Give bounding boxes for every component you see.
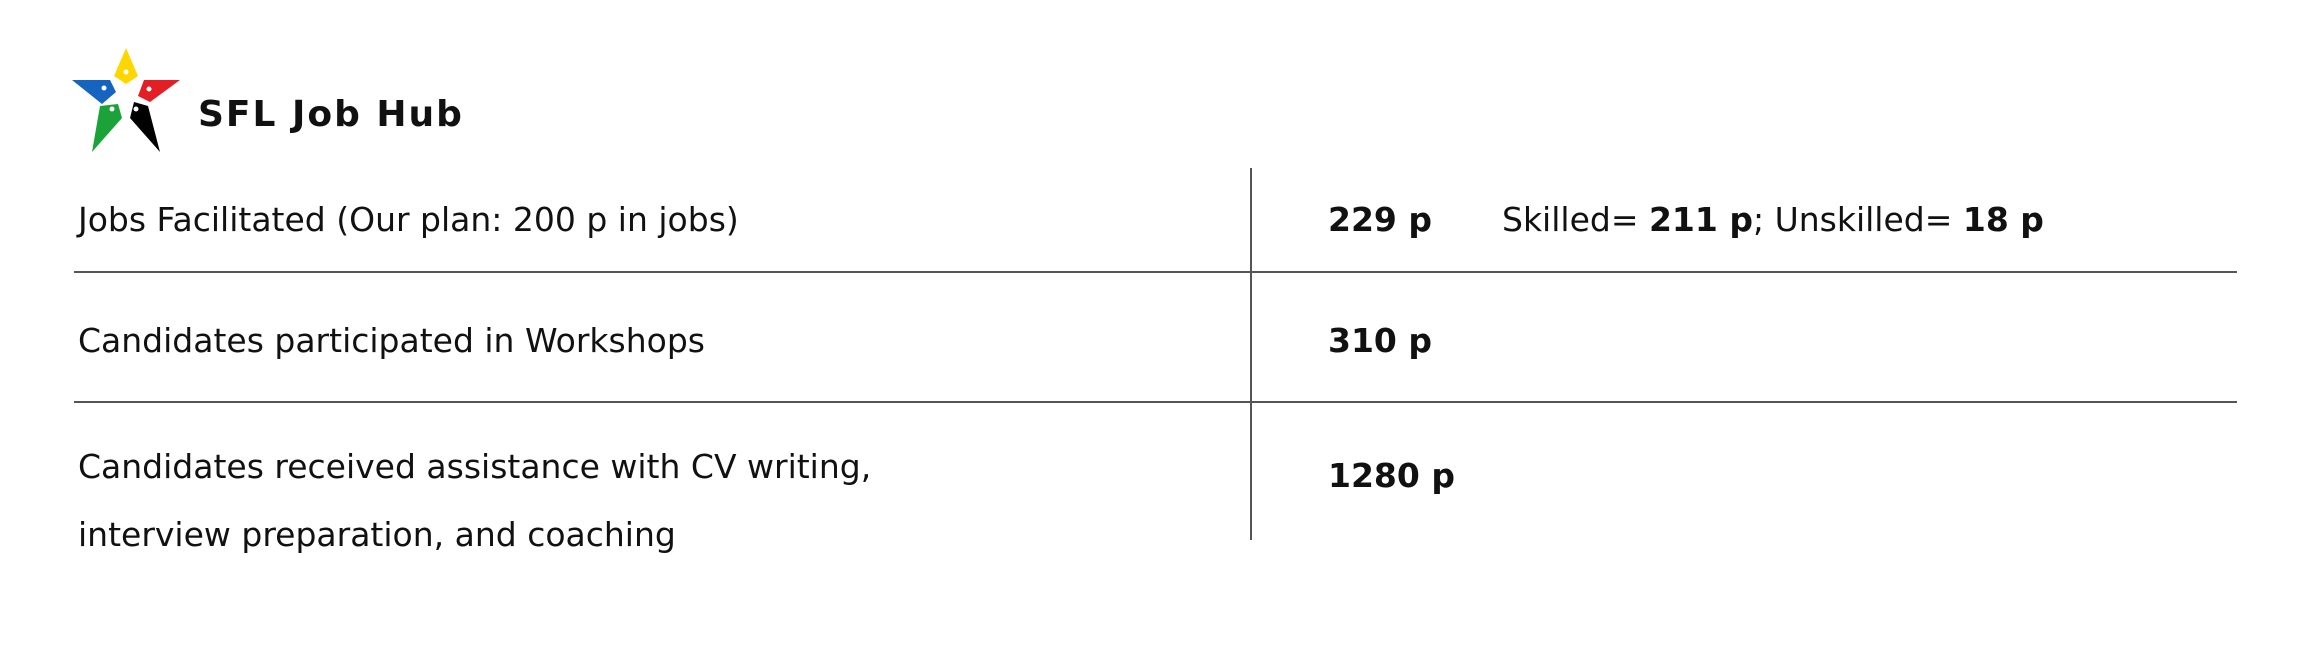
skilled-value: 211 p [1648, 200, 1753, 239]
star-logo-icon [72, 48, 180, 152]
column-divider [1250, 168, 1252, 540]
logo [72, 46, 184, 154]
row-value: 310 p [1328, 321, 1432, 360]
row-divider [74, 401, 2237, 403]
row-label: Candidates received assistance with CV w… [78, 447, 872, 486]
row-detail: Skilled= 211 p; Unskilled= 18 p [1502, 203, 2044, 236]
separator: ; [1752, 200, 1765, 239]
row-label: Candidates participated in Workshops [78, 321, 705, 360]
row-value: 229 p [1328, 200, 1432, 239]
row-label: interview preparation, and coaching [78, 515, 676, 554]
brand-name: SFL Job Hub [198, 94, 464, 135]
row-divider [74, 271, 2237, 273]
skilled-label: Skilled= [1502, 200, 1639, 239]
unskilled-label: Unskilled= [1774, 200, 1953, 239]
row-value: 1280 p [1328, 456, 1455, 495]
row-label: Jobs Facilitated (Our plan: 200 p in job… [78, 200, 739, 239]
unskilled-value: 18 p [1962, 200, 2044, 239]
